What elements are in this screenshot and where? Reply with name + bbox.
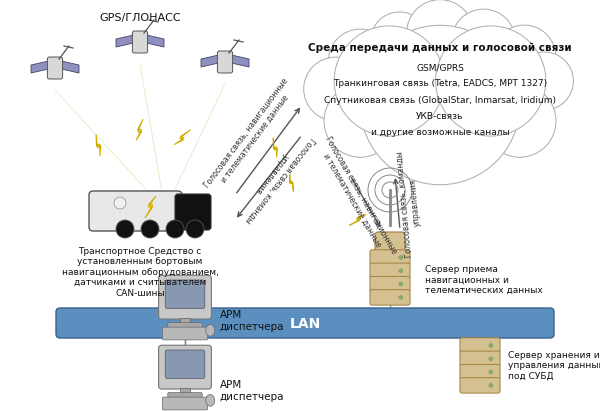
Circle shape	[116, 220, 134, 238]
Polygon shape	[146, 35, 164, 47]
Text: УКВ-связь: УКВ-связь	[416, 111, 464, 120]
FancyBboxPatch shape	[175, 194, 211, 230]
Circle shape	[328, 29, 392, 93]
FancyBboxPatch shape	[179, 318, 190, 327]
Circle shape	[436, 26, 546, 136]
Ellipse shape	[295, 41, 585, 169]
Text: Голосовая связь, навигационные
и телематические данные: Голосовая связь, навигационные и телемат…	[203, 76, 299, 196]
FancyBboxPatch shape	[370, 290, 410, 305]
Polygon shape	[61, 61, 79, 73]
FancyBboxPatch shape	[370, 250, 410, 265]
Polygon shape	[289, 174, 293, 192]
FancyBboxPatch shape	[158, 275, 211, 319]
FancyBboxPatch shape	[163, 327, 208, 340]
FancyBboxPatch shape	[375, 232, 405, 298]
Text: Голосовая связь, команды
управления: Голосовая связь, команды управления	[395, 150, 424, 257]
Circle shape	[382, 81, 469, 169]
FancyBboxPatch shape	[460, 378, 500, 393]
Text: Спутниковая связь (GlobalStar, Inmarsat, Iridium): Спутниковая связь (GlobalStar, Inmarsat,…	[324, 95, 556, 104]
Circle shape	[488, 383, 493, 388]
FancyBboxPatch shape	[56, 308, 554, 338]
Text: GPS/ГЛОНАСС: GPS/ГЛОНАСС	[99, 13, 181, 23]
Circle shape	[428, 84, 509, 166]
Polygon shape	[116, 35, 134, 47]
Circle shape	[166, 220, 184, 238]
Text: и другие возможные каналы: и другие возможные каналы	[371, 127, 509, 136]
Text: Сервер хранения и
управления данными
под СУБД: Сервер хранения и управления данными под…	[508, 351, 600, 381]
FancyBboxPatch shape	[460, 365, 500, 380]
Text: Транспортное Средство с
установленным бортовым
навигационным оборудованием,
датч: Транспортное Средство с установленным бо…	[62, 247, 218, 298]
Text: LAN: LAN	[289, 317, 320, 331]
Polygon shape	[145, 196, 156, 218]
FancyBboxPatch shape	[165, 280, 205, 309]
Circle shape	[484, 85, 556, 157]
Circle shape	[398, 268, 403, 273]
Polygon shape	[174, 130, 191, 145]
Circle shape	[398, 282, 403, 286]
Circle shape	[488, 356, 493, 361]
Circle shape	[334, 26, 445, 136]
Circle shape	[398, 255, 403, 260]
FancyBboxPatch shape	[133, 31, 148, 53]
Polygon shape	[96, 134, 101, 156]
Text: Голосовая связь, команды
управления: Голосовая связь, команды управления	[235, 129, 317, 224]
FancyBboxPatch shape	[370, 263, 410, 279]
Text: GSM/GPRS: GSM/GPRS	[416, 64, 464, 72]
Text: Среда передачи данных и голосовой связи: Среда передачи данных и голосовой связи	[308, 43, 572, 53]
FancyBboxPatch shape	[89, 191, 182, 231]
Ellipse shape	[206, 325, 215, 336]
Circle shape	[360, 25, 520, 185]
Polygon shape	[31, 61, 49, 73]
Text: АРМ
диспетчера: АРМ диспетчера	[220, 310, 284, 332]
Polygon shape	[349, 214, 367, 225]
Circle shape	[398, 295, 403, 300]
Circle shape	[324, 85, 397, 157]
Text: Транкинговая связь (Tetra, EADCS, MPT 1327): Транкинговая связь (Tetra, EADCS, MPT 13…	[333, 79, 547, 88]
Circle shape	[407, 0, 473, 66]
FancyBboxPatch shape	[179, 388, 190, 397]
Polygon shape	[232, 55, 249, 67]
Circle shape	[186, 220, 204, 238]
Circle shape	[141, 220, 159, 238]
FancyBboxPatch shape	[47, 57, 62, 79]
Text: АРМ
диспетчера: АРМ диспетчера	[220, 380, 284, 402]
Circle shape	[370, 12, 428, 70]
FancyBboxPatch shape	[165, 350, 205, 379]
Circle shape	[515, 52, 574, 110]
FancyBboxPatch shape	[168, 323, 202, 331]
FancyBboxPatch shape	[168, 393, 202, 401]
Circle shape	[114, 197, 126, 209]
Circle shape	[488, 343, 493, 348]
FancyBboxPatch shape	[460, 338, 500, 353]
Circle shape	[488, 370, 493, 374]
Circle shape	[492, 25, 556, 89]
FancyBboxPatch shape	[370, 277, 410, 292]
FancyBboxPatch shape	[217, 51, 233, 73]
Text: Сервер приема
навигационных и
телематических данных: Сервер приема навигационных и телематиче…	[425, 265, 543, 295]
FancyBboxPatch shape	[163, 397, 208, 410]
FancyBboxPatch shape	[158, 345, 211, 389]
Polygon shape	[201, 55, 218, 67]
FancyBboxPatch shape	[460, 351, 500, 367]
Polygon shape	[273, 138, 277, 157]
Ellipse shape	[206, 395, 215, 406]
Polygon shape	[136, 119, 143, 140]
Text: Голосовая связь, навигационные
и телематические данные: Голосовая связь, навигационные и телемат…	[314, 135, 398, 261]
Circle shape	[304, 57, 367, 121]
Circle shape	[452, 9, 515, 73]
